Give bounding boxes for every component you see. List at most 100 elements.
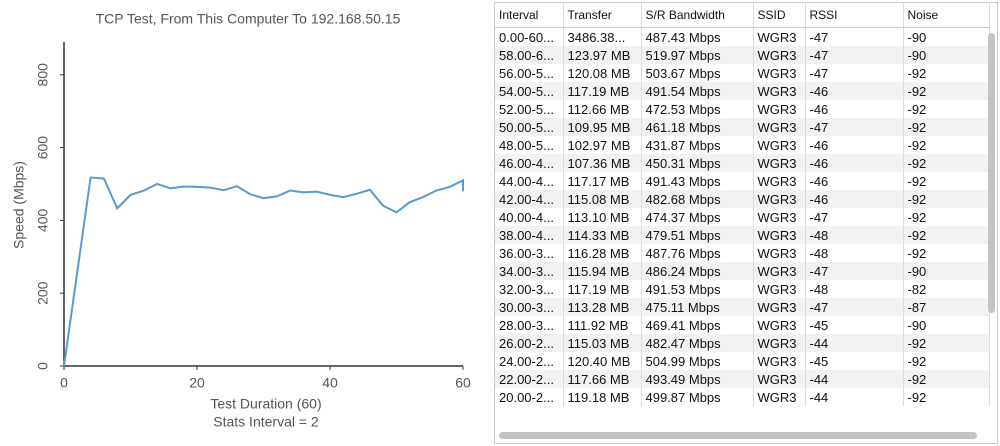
table-row: 48.00-5... 102.97 MB 431.87 Mbps WGR3 -46 -92 <box>495 136 990 154</box>
table-cell: -92 <box>903 244 990 262</box>
table-cell: -44 <box>805 370 904 388</box>
table-cell: 491.54 Mbps <box>641 82 754 100</box>
table-row: 44.00-4... 117.17 MB 491.43 Mbps WGR3 -46 -92 <box>495 172 990 190</box>
table-cell: 117.66 MB <box>563 370 642 388</box>
table-cell: 119.18 MB <box>563 388 642 406</box>
table-cell: 22.00-2... <box>495 370 564 388</box>
table-cell: 24.00-2... <box>495 352 564 370</box>
table-cell: -47 <box>805 262 904 280</box>
table-cell: -87 <box>903 298 990 316</box>
table-cell: -90 <box>903 46 990 64</box>
x-axis-label: Test Duration (60) <box>210 396 321 412</box>
table-cell: 475.11 Mbps <box>641 298 754 316</box>
table-cell: WGR3 <box>753 226 806 244</box>
table-cell: -90 <box>903 262 990 280</box>
table-cell: -92 <box>903 136 990 154</box>
table-cell: -92 <box>903 118 990 136</box>
table-row: 58.00-6... 123.97 MB 519.97 Mbps WGR3 -47 -90 <box>495 46 990 64</box>
table-cell: 32.00-3... <box>495 280 564 298</box>
table-cell: -92 <box>903 226 990 244</box>
table-cell: WGR3 <box>753 118 806 136</box>
table-cell: WGR3 <box>753 262 806 280</box>
table-cell: 34.00-3... <box>495 262 564 280</box>
table-cell: -44 <box>805 334 904 352</box>
table-cell: -47 <box>805 46 904 64</box>
table-cell: WGR3 <box>753 64 806 82</box>
table-cell: -47 <box>805 298 904 316</box>
table-cell: 479.51 Mbps <box>641 226 754 244</box>
table-cell: -44 <box>805 388 904 406</box>
table-cell: 58.00-6... <box>495 46 564 64</box>
table-cell: 54.00-5... <box>495 82 564 100</box>
table-cell: 40.00-4... <box>495 208 564 226</box>
table-cell: 102.97 MB <box>563 136 642 154</box>
table-cell: -92 <box>903 100 990 118</box>
table-cell: 28.00-3... <box>495 316 564 334</box>
x-tick-label: 20 <box>189 375 205 391</box>
table-row: 50.00-5... 109.95 MB 461.18 Mbps WGR3 -47 -92 <box>495 118 990 136</box>
table-cell: -92 <box>903 172 990 190</box>
table-cell: 42.00-4... <box>495 190 564 208</box>
table-cell: 116.28 MB <box>563 244 642 262</box>
table-cell: 44.00-4... <box>495 172 564 190</box>
table-cell: 38.00-4... <box>495 226 564 244</box>
horizontal-scrollbar[interactable] <box>499 432 977 439</box>
vertical-scrollbar[interactable] <box>988 33 995 313</box>
table-cell: WGR3 <box>753 334 806 352</box>
table-cell: -92 <box>903 352 990 370</box>
table-cell: 56.00-5... <box>495 64 564 82</box>
table-row: 36.00-3... 116.28 MB 487.76 Mbps WGR3 -48 -92 <box>495 244 990 262</box>
table-cell: 26.00-2... <box>495 334 564 352</box>
column-header: SSID <box>753 3 806 28</box>
column-header: Noise <box>903 3 990 28</box>
table-row: 38.00-4... 114.33 MB 479.51 Mbps WGR3 -48 -92 <box>495 226 990 244</box>
table-cell: 469.41 Mbps <box>641 316 754 334</box>
table-cell: 109.95 MB <box>563 118 642 136</box>
table-cell: 486.24 Mbps <box>641 262 754 280</box>
table-cell: WGR3 <box>753 82 806 100</box>
table-cell: WGR3 <box>753 316 806 334</box>
table-cell: -90 <box>903 27 990 46</box>
table-cell: 504.99 Mbps <box>641 352 754 370</box>
table-row: 24.00-2... 120.40 MB 504.99 Mbps WGR3 -45 -92 <box>495 352 990 370</box>
x-tick-label: 0 <box>60 375 68 391</box>
table-cell: -47 <box>805 64 904 82</box>
table-cell: 461.18 Mbps <box>641 118 754 136</box>
table-row: 40.00-4... 113.10 MB 474.37 Mbps WGR3 -47 -92 <box>495 208 990 226</box>
table-cell: 487.76 Mbps <box>641 244 754 262</box>
table-cell: -82 <box>903 280 990 298</box>
table-row: 26.00-2... 115.03 MB 482.47 Mbps WGR3 -44 -92 <box>495 334 990 352</box>
column-header: RSSI <box>805 3 904 28</box>
table-cell: WGR3 <box>753 298 806 316</box>
table-cell: 123.97 MB <box>563 46 642 64</box>
table-cell: WGR3 <box>753 370 806 388</box>
table-cell: 493.49 Mbps <box>641 370 754 388</box>
table-cell: 431.87 Mbps <box>641 136 754 154</box>
table-cell: 0.00-60... <box>495 27 564 46</box>
column-header: S/R Bandwidth <box>641 3 754 28</box>
table-cell: -92 <box>903 208 990 226</box>
table-cell: 36.00-3... <box>495 244 564 262</box>
table-cell: 499.87 Mbps <box>641 388 754 406</box>
table-cell: -47 <box>805 118 904 136</box>
table-cell: WGR3 <box>753 208 806 226</box>
table-cell: 474.37 Mbps <box>641 208 754 226</box>
table-cell: -92 <box>903 154 990 172</box>
table-cell: WGR3 <box>753 154 806 172</box>
table-row: 34.00-3... 115.94 MB 486.24 Mbps WGR3 -47 -90 <box>495 262 990 280</box>
table-cell: WGR3 <box>753 27 806 46</box>
table-cell: 113.10 MB <box>563 208 642 226</box>
x-tick-label: 40 <box>322 375 338 391</box>
table-cell: 3486.38... <box>563 27 642 46</box>
table-cell: -92 <box>903 370 990 388</box>
y-tick-label: 0 <box>35 362 51 370</box>
table-cell: 111.92 MB <box>563 316 642 334</box>
table-cell: -46 <box>805 136 904 154</box>
table-cell: 120.40 MB <box>563 352 642 370</box>
chart-title: TCP Test, From This Computer To 192.168.… <box>96 11 401 27</box>
table-cell: -90 <box>903 316 990 334</box>
table-cell: -92 <box>903 334 990 352</box>
table-cell: 117.19 MB <box>563 82 642 100</box>
table-cell: 115.03 MB <box>563 334 642 352</box>
